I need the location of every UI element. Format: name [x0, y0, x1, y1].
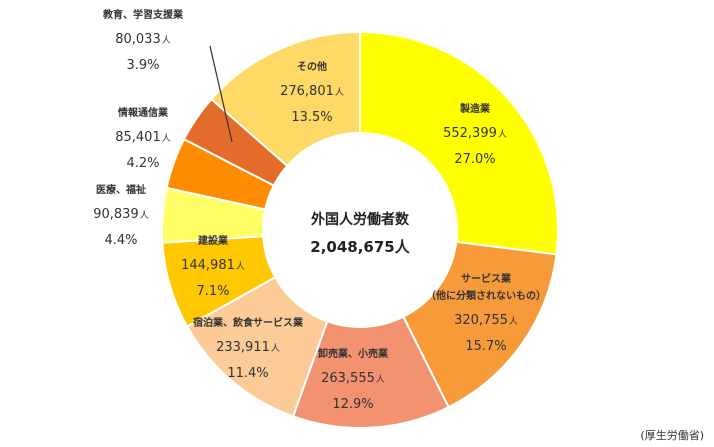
labels-group: 製造業552,399人27.0%サービス業（他に分類されないもの）320,755…	[93, 8, 546, 412]
label-value-number-7: 80,033	[115, 32, 161, 47]
label-percent-3: 11.4%	[227, 366, 268, 381]
label-value-5: 90,839人	[93, 207, 149, 222]
label-percent-8: 13.5%	[291, 110, 332, 125]
label-name-1: サービス業	[461, 272, 512, 285]
label-value-number-4: 144,981	[181, 258, 235, 273]
center-total: 2,048,675人	[310, 238, 410, 256]
label-name-3: 宿泊業、飲食サービス業	[193, 316, 304, 329]
label-unit-6: 人	[162, 133, 171, 144]
label-name-2: 卸売業、小売業	[318, 347, 389, 360]
label-percent-0: 27.0%	[454, 152, 495, 167]
label-name-6: 情報通信業	[118, 106, 169, 119]
label-name-7: 教育、学習支援業	[102, 8, 184, 21]
label-value-7: 80,033人	[115, 32, 171, 47]
label-name-8: その他	[297, 60, 327, 73]
label-percent-4: 7.1%	[196, 284, 229, 299]
label-value-number-3: 233,911	[216, 340, 270, 355]
label-value-8: 276,801人	[280, 84, 344, 99]
label-value-3: 233,911人	[216, 340, 280, 355]
label-unit-3: 人	[271, 343, 280, 354]
label-value-number-0: 552,399	[443, 126, 497, 141]
label-value-number-8: 276,801	[280, 84, 334, 99]
label-percent-5: 4.4%	[104, 233, 137, 248]
label-percent-1: 15.7%	[465, 339, 506, 354]
source-note: (厚生労働省)	[640, 428, 704, 442]
label-name-4: 建設業	[197, 234, 229, 247]
label-name2-1: （他に分類されないもの）	[426, 289, 546, 302]
label-name-0: 製造業	[459, 102, 491, 115]
label-unit-1: 人	[509, 316, 518, 327]
label-unit-5: 人	[140, 210, 149, 221]
label-name-5: 医療、福祉	[96, 183, 146, 196]
label-percent-6: 4.2%	[126, 156, 159, 171]
label-value-2: 263,555人	[321, 371, 385, 386]
label-unit-2: 人	[376, 374, 385, 385]
label-value-4: 144,981人	[181, 258, 245, 273]
label-unit-8: 人	[335, 87, 344, 98]
label-unit-0: 人	[498, 129, 507, 140]
label-value-6: 85,401人	[115, 130, 171, 145]
label-unit-7: 人	[162, 35, 171, 46]
label-value-number-2: 263,555	[321, 371, 375, 386]
center-title: 外国人労働者数	[311, 211, 410, 228]
label-value-number-1: 320,755	[454, 313, 508, 328]
label-value-number-6: 85,401	[115, 130, 161, 145]
label-value-number-5: 90,839	[93, 207, 139, 222]
label-unit-4: 人	[236, 261, 245, 272]
label-value-1: 320,755人	[454, 313, 518, 328]
label-value-0: 552,399人	[443, 126, 507, 141]
leader-line	[209, 45, 233, 143]
label-percent-7: 3.9%	[126, 58, 159, 73]
label-percent-2: 12.9%	[332, 397, 373, 412]
donut-hole	[263, 133, 457, 327]
slices-group	[161, 30, 559, 429]
